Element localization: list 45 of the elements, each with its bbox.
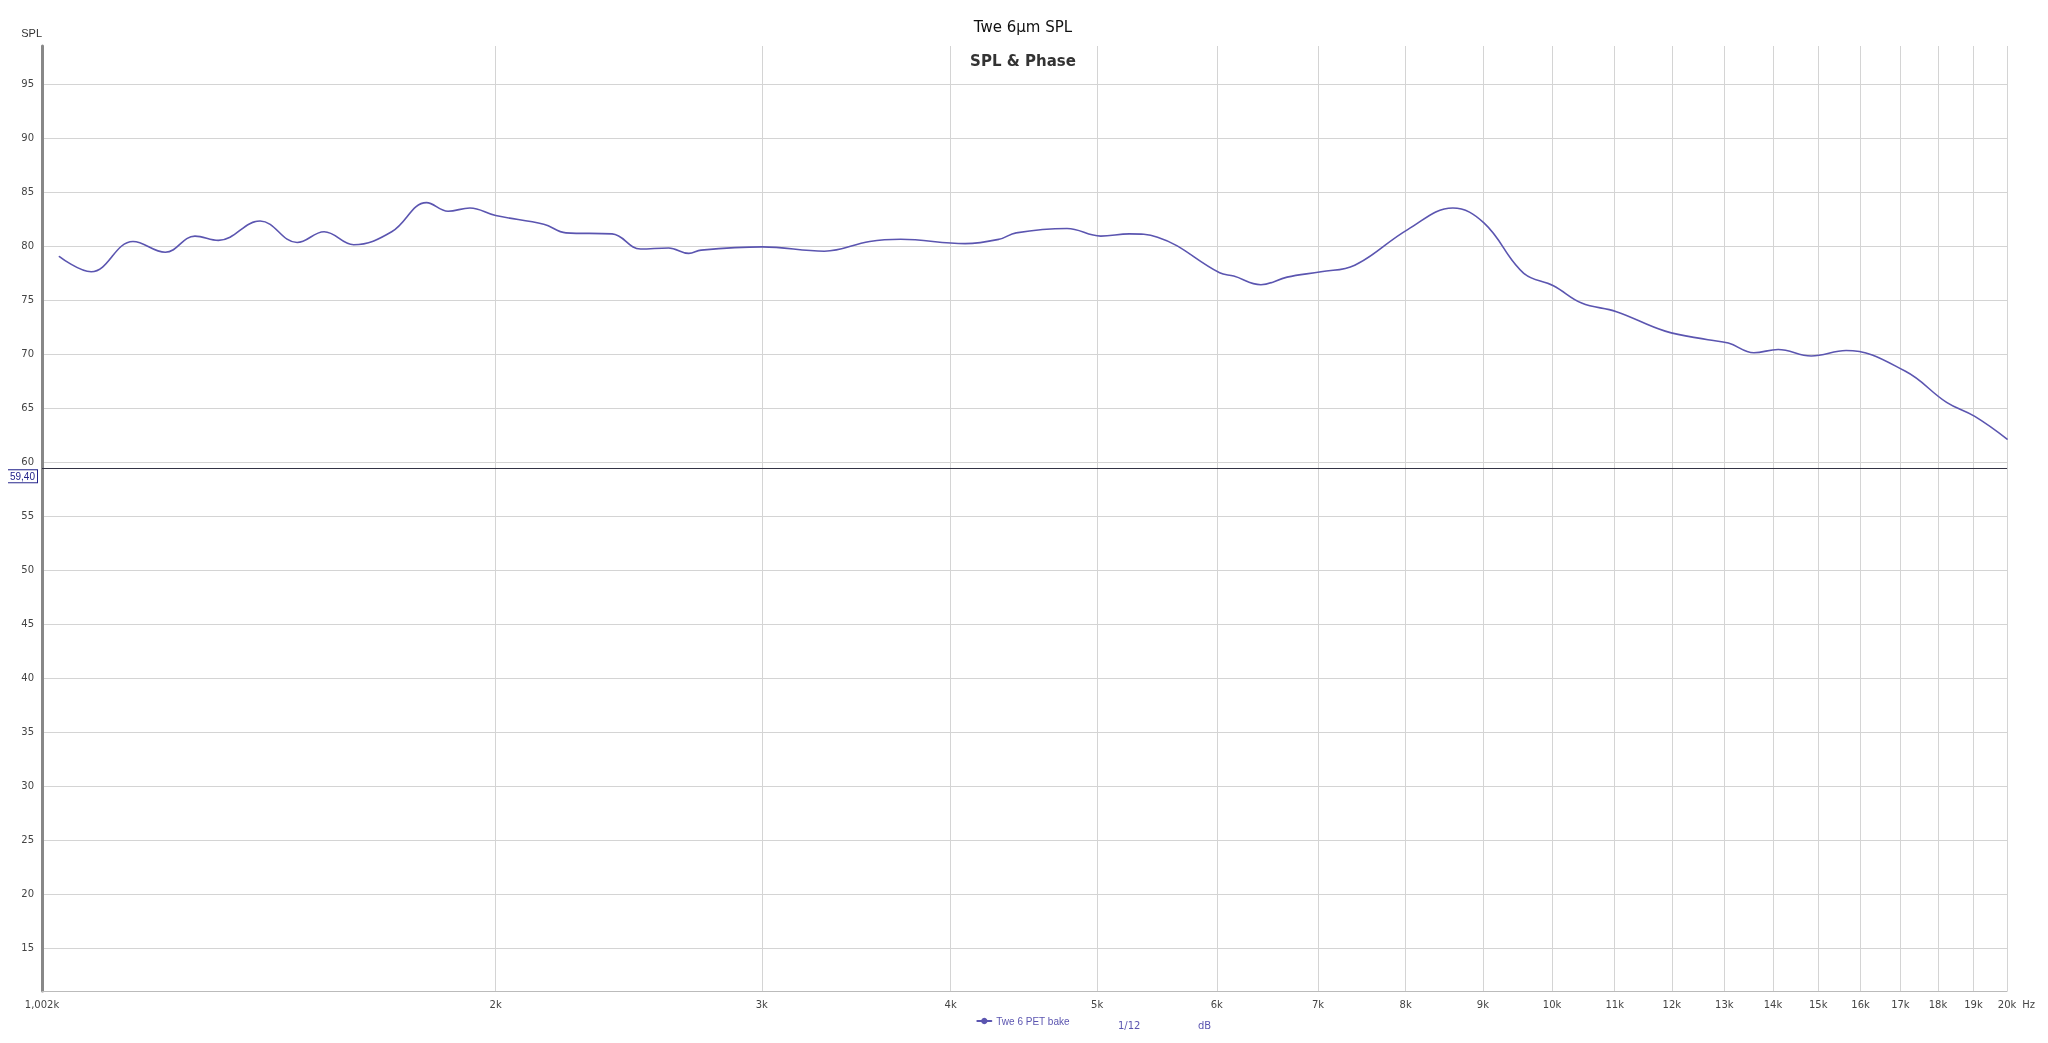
chart-title: Twe 6µm SPL <box>972 17 1073 36</box>
y-tick-label: 95 <box>21 78 34 90</box>
legend-label: Twe 6 PET bake <box>996 1015 1070 1027</box>
x-tick-label: 3k <box>755 998 769 1010</box>
y-axis-title: SPL <box>21 26 42 39</box>
y-tick-label: 40 <box>21 672 34 684</box>
x-tick-label: 12k <box>1662 998 1682 1010</box>
y-tick-label: 25 <box>21 834 34 846</box>
chart-subtitle: SPL & Phase <box>970 51 1076 70</box>
y-tick-label: 50 <box>21 564 34 576</box>
x-tick-label: 4k <box>944 998 957 1010</box>
x-tick-label: 9k <box>1476 998 1490 1010</box>
x-tick-label: 15k <box>1808 998 1828 1010</box>
y-tick-label: 35 <box>21 726 34 738</box>
x-tick-label: 6k <box>1210 998 1224 1010</box>
x-tick-label: 8k <box>1399 998 1412 1010</box>
y-tick-label: 55 <box>21 510 34 522</box>
y-tick-label: 65 <box>21 402 34 414</box>
x-tick-label: 13k <box>1715 998 1734 1010</box>
y-tick-label: 80 <box>21 240 34 252</box>
x-tick-label: 16k <box>1851 998 1871 1010</box>
x-tick-label: 14k <box>1763 998 1783 1010</box>
x-tick-label: 7k <box>1311 998 1325 1010</box>
x-tick-label: 2k <box>489 998 502 1010</box>
text: dB <box>1198 1019 1212 1031</box>
x-tick-label: 19k <box>1964 998 1983 1010</box>
x-axis-title: Hz <box>2022 998 2036 1010</box>
y-tick-label: 45 <box>21 618 34 630</box>
x-tick-label: 1,002k <box>24 998 60 1010</box>
x-tick-label: 18k <box>1928 998 1948 1010</box>
y-tick-label: 15 <box>21 942 34 954</box>
y-tick-label: 60 <box>21 456 34 468</box>
y-tick-label: 90 <box>21 132 34 144</box>
y-tick-label: 30 <box>21 780 34 792</box>
x-tick-label: 5k <box>1091 998 1104 1010</box>
text: 1/12 <box>1118 1019 1141 1031</box>
x-tick-label: 20k <box>1997 998 2017 1010</box>
x-tick-label: 10k <box>1542 998 1562 1010</box>
y-tick-label: 70 <box>21 348 34 360</box>
x-tick-label: 11k <box>1605 998 1625 1010</box>
y-tick-label: 85 <box>21 186 34 198</box>
ref-line-label: 59,40 <box>9 470 36 482</box>
y-tick-label: 75 <box>21 294 34 306</box>
y-tick-label: 20 <box>21 888 34 900</box>
x-tick-label: 17k <box>1891 998 1910 1010</box>
